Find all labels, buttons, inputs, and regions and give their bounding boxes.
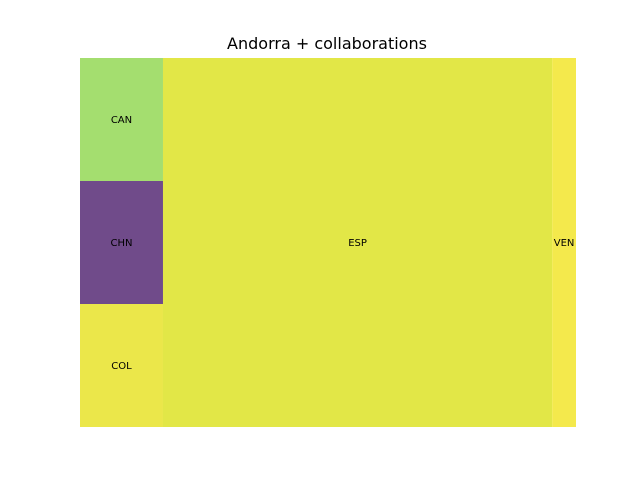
tile-col — [80, 304, 163, 427]
treemap-tiles: CAN CHN COL ESP VEN — [80, 58, 576, 427]
tile-can — [80, 58, 163, 181]
tile-ven — [552, 58, 576, 427]
tile-label-can: CAN — [111, 115, 132, 126]
tile-label-ven: VEN — [554, 238, 575, 249]
tile-label-chn: CHN — [111, 238, 133, 249]
chart-title: Andorra + collaborations — [227, 34, 427, 53]
tile-esp — [162, 58, 553, 427]
tile-label-esp: ESP — [348, 238, 367, 249]
tile-chn — [80, 181, 163, 304]
tile-label-col: COL — [111, 361, 132, 372]
